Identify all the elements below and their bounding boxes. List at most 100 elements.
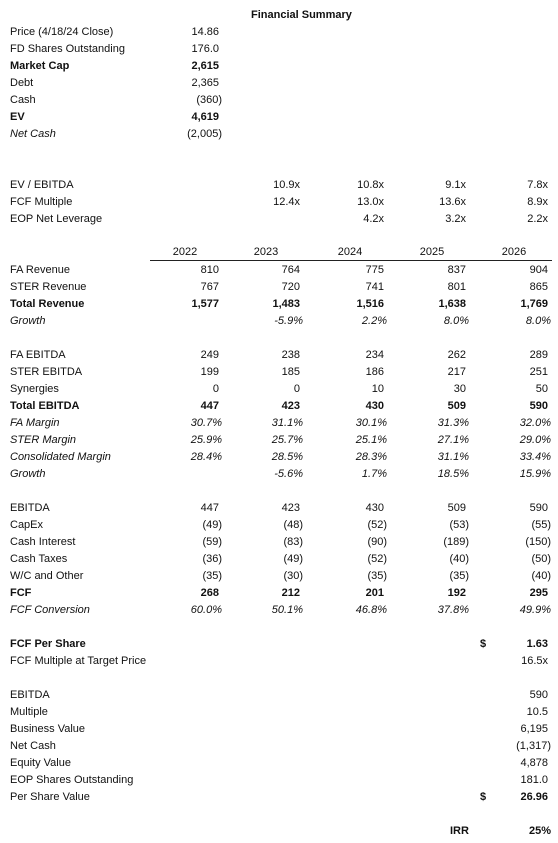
value: 865 [529, 281, 548, 293]
year-header: 2023 [253, 246, 279, 258]
value: 49.9% [519, 604, 551, 616]
value: 764 [281, 264, 300, 276]
value: 1.7% [361, 468, 387, 480]
row-label: Net Cash [10, 128, 56, 140]
value: 4,878 [520, 757, 548, 769]
value: 28.5% [271, 451, 303, 463]
value: (1,317) [516, 740, 551, 752]
value: (53) [449, 519, 469, 531]
year-header: 2025 [419, 246, 445, 258]
value: 423 [281, 502, 300, 514]
row-label: FCF Multiple [10, 196, 73, 208]
value: 13.6x [439, 196, 466, 208]
value: 50.1% [271, 604, 303, 616]
currency-sign: $ [480, 638, 487, 650]
value: 26.96 [520, 791, 548, 803]
value: 8.0% [525, 315, 551, 327]
row-label: EBITDA [10, 689, 50, 701]
value: 8.9x [527, 196, 548, 208]
value: 9.1x [445, 179, 466, 191]
row-label: FCF [10, 587, 32, 599]
value: 2,365 [191, 77, 219, 89]
value: 18.5% [437, 468, 469, 480]
value: 30.7% [190, 417, 222, 429]
value: 590 [529, 689, 548, 701]
value: 801 [447, 281, 466, 293]
value: 14.86 [191, 26, 219, 38]
value: 2.2x [527, 213, 548, 225]
year-header: 2026 [501, 246, 527, 258]
value: 12.4x [273, 196, 300, 208]
value: -5.9% [274, 315, 303, 327]
value: 10.8x [357, 179, 384, 191]
row-label: Business Value [10, 723, 86, 735]
value: (52) [367, 519, 387, 531]
value: (50) [531, 553, 551, 565]
value: 0 [293, 383, 300, 395]
row-label: Consolidated Margin [10, 451, 111, 463]
value: 2,615 [191, 60, 219, 72]
value: 30.1% [355, 417, 387, 429]
value: 262 [447, 349, 466, 361]
value: (83) [283, 536, 303, 548]
value: 8.0% [443, 315, 469, 327]
row-label: STER EBITDA [10, 366, 83, 378]
value: 295 [529, 587, 548, 599]
value: 238 [281, 349, 300, 361]
value: (90) [367, 536, 387, 548]
row-label: CapEx [10, 519, 44, 531]
value: (59) [202, 536, 222, 548]
value: 430 [365, 400, 384, 412]
value: 6,195 [520, 723, 548, 735]
row-label: Equity Value [10, 757, 71, 769]
value: 27.1% [437, 434, 469, 446]
value: 447 [200, 502, 219, 514]
value: 509 [447, 502, 466, 514]
value: (35) [449, 570, 469, 582]
value: 25.1% [355, 434, 387, 446]
value: (35) [367, 570, 387, 582]
row-label: EOP Shares Outstanding [10, 774, 134, 786]
row-label: FCF Conversion [10, 604, 90, 616]
value: 37.8% [437, 604, 469, 616]
value: 7.8x [527, 179, 548, 191]
value: 3.2x [445, 213, 466, 225]
value: 720 [281, 281, 300, 293]
value: 904 [529, 264, 548, 276]
value: 767 [200, 281, 219, 293]
value: 181.0 [520, 774, 548, 786]
value: 741 [365, 281, 384, 293]
value: 199 [200, 366, 219, 378]
value: 176.0 [191, 43, 219, 55]
value: 1,516 [356, 298, 384, 310]
value: 4,619 [191, 111, 219, 123]
value: (49) [283, 553, 303, 565]
row-label: EV [10, 111, 25, 123]
value: (40) [449, 553, 469, 565]
value: (2,005) [187, 128, 222, 140]
row-label: FD Shares Outstanding [10, 43, 125, 55]
row-label: Debt [10, 77, 34, 89]
value: (150) [525, 536, 551, 548]
header-underline [150, 260, 552, 261]
row-label: STER Margin [10, 434, 77, 446]
row-label: Multiple [10, 706, 48, 718]
value: 31.1% [437, 451, 469, 463]
value: 1.63 [526, 638, 548, 650]
row-label: Cash Taxes [10, 553, 68, 565]
value: 10.9x [273, 179, 300, 191]
row-label: FA EBITDA [10, 349, 66, 361]
row-label: FCF Per Share [10, 638, 86, 650]
value: 13.0x [357, 196, 384, 208]
value: 28.3% [355, 451, 387, 463]
value: 590 [529, 502, 548, 514]
value: 33.4% [519, 451, 551, 463]
value: 212 [281, 587, 300, 599]
value: 447 [200, 400, 219, 412]
row-label: Market Cap [10, 60, 70, 72]
value: 775 [365, 264, 384, 276]
value: 185 [281, 366, 300, 378]
value: 234 [365, 349, 384, 361]
value: 201 [365, 587, 384, 599]
